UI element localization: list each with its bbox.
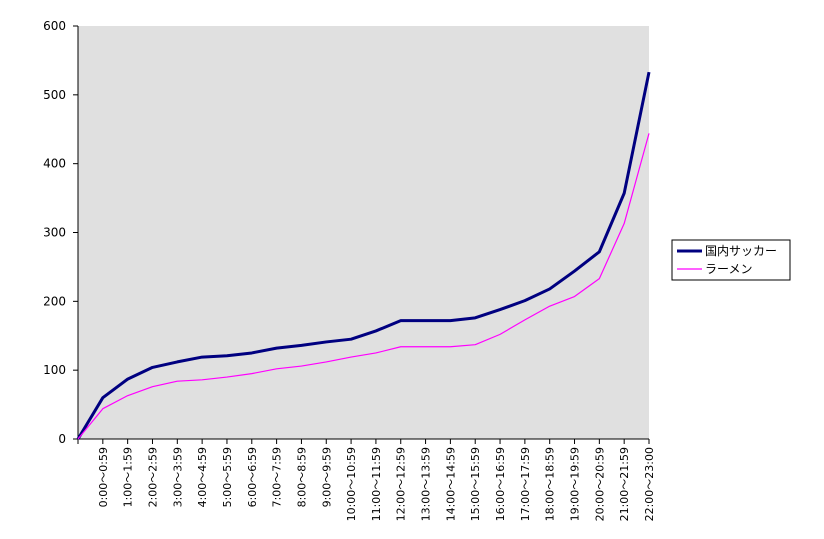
y-tick-label: 100 xyxy=(43,363,66,377)
y-tick-label: 600 xyxy=(43,19,66,33)
legend-box xyxy=(671,239,791,281)
x-tick-label: 22:00～23:00 xyxy=(643,447,656,521)
x-tick-label: 18:00～18:59 xyxy=(544,447,557,521)
y-tick-label: 400 xyxy=(43,157,66,171)
legend-label: 国内サッカー xyxy=(705,244,777,258)
x-tick-label: 4:00～4:59 xyxy=(196,447,209,507)
plot-area xyxy=(78,26,649,439)
x-tick-label: 20:00～20:59 xyxy=(593,447,606,521)
x-tick-label: 14:00～14:59 xyxy=(444,447,457,521)
x-tick-label: 5:00～5:59 xyxy=(221,447,234,507)
x-tick-label: 9:00～9:59 xyxy=(320,447,333,507)
x-tick-label: 2:00～2:59 xyxy=(146,447,159,507)
x-tick-label: 7:00～7:59 xyxy=(271,447,284,507)
x-tick-label: 12:00～12:59 xyxy=(395,447,408,521)
line-series xyxy=(77,133,650,440)
x-tick-label: 15:00～15:59 xyxy=(469,447,482,521)
line-series xyxy=(76,71,651,440)
x-tick-label: 3:00～3:59 xyxy=(171,447,184,507)
y-tick-label: 0 xyxy=(58,432,66,446)
y-tick-label: 500 xyxy=(43,88,66,102)
x-tick-label: 8:00～8:59 xyxy=(295,447,308,507)
x-tick-label: 10:00～10:59 xyxy=(345,447,358,521)
x-tick-label: 13:00～13:59 xyxy=(420,447,433,521)
legend-label: ラーメン xyxy=(705,262,753,276)
x-tick-label: 11:00～11:59 xyxy=(370,447,383,521)
x-tick-label: 19:00～19:59 xyxy=(569,447,582,521)
y-tick-label: 200 xyxy=(43,294,66,308)
x-tick-label: 0:00～0:59 xyxy=(97,447,110,507)
y-tick-label: 300 xyxy=(43,226,66,240)
x-tick-label: 6:00～6:59 xyxy=(246,447,259,507)
x-tick-label: 1:00～1:59 xyxy=(122,447,135,507)
x-tick-label: 16:00～16:59 xyxy=(494,447,507,521)
x-tick-label: 21:00～21:59 xyxy=(618,447,631,521)
x-tick-label: 17:00～17:59 xyxy=(519,447,532,521)
